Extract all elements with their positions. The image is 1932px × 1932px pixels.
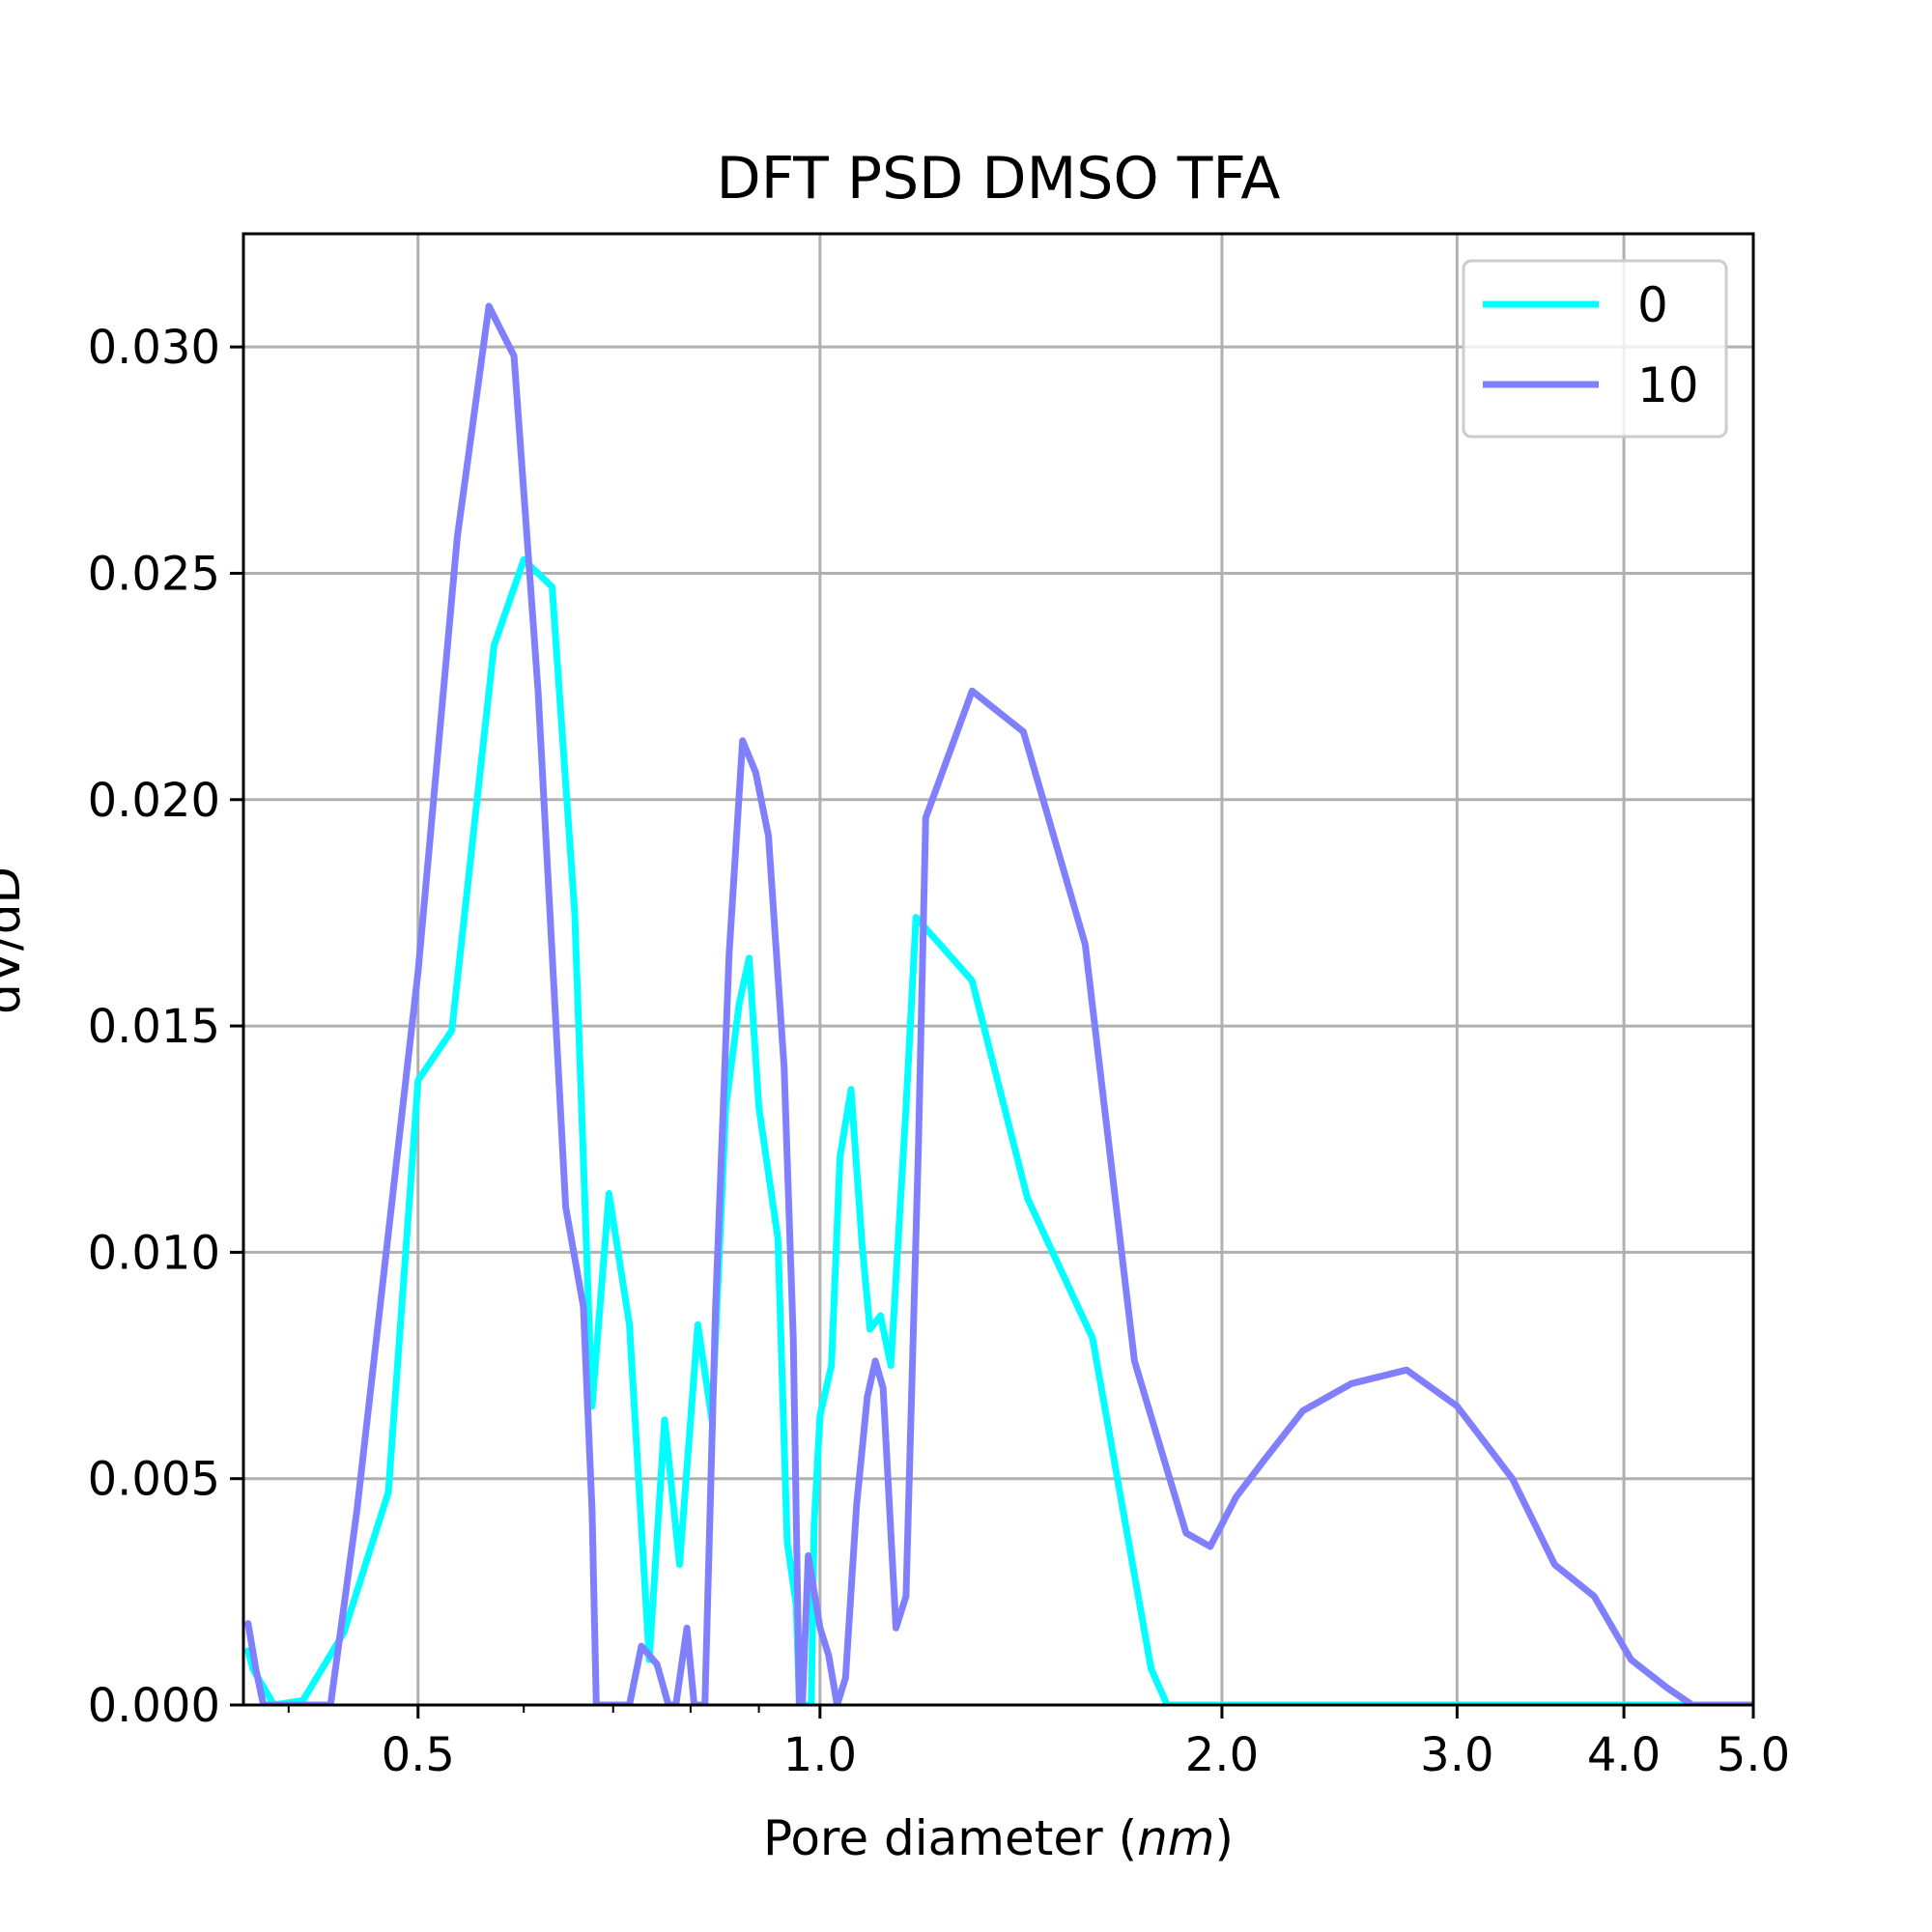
legend-label: 10	[1637, 357, 1699, 413]
x-axis-title-prefix: Pore diameter (	[763, 1810, 1137, 1866]
y-tick-label: 0.015	[88, 1000, 220, 1054]
x-axis-title-unit: nm	[1137, 1810, 1214, 1866]
y-tick-label: 0.000	[88, 1679, 220, 1733]
x-tick-label: 5.0	[1717, 1728, 1790, 1782]
x-tick-label: 0.5	[382, 1728, 455, 1782]
x-tick-label: 1.0	[783, 1728, 857, 1782]
x-tick-label: 4.0	[1587, 1728, 1661, 1782]
x-axis-title: Pore diameter (nm)	[763, 1810, 1234, 1866]
y-tick-label: 0.010	[88, 1226, 220, 1280]
y-tick-label: 0.020	[88, 774, 220, 828]
legend-label: 0	[1637, 277, 1668, 333]
y-tick-label: 0.005	[88, 1453, 220, 1507]
x-tick-label: 3.0	[1420, 1728, 1493, 1782]
series-line-0	[244, 555, 1753, 1705]
chart-title: DFT PSD DMSO TFA	[717, 145, 1281, 213]
axis-ticks: 0.5 1.0 2.0 3.0 4.0 5.0 0.000 0.005 0.010 0.015 0.…	[88, 321, 1791, 1782]
x-axis-title-suffix: )	[1215, 1810, 1235, 1866]
plot-frame	[242, 232, 1755, 1707]
y-axis-title: dV/dD	[0, 867, 31, 1014]
y-tick-label: 0.025	[88, 547, 220, 601]
series-lines	[244, 302, 1753, 1705]
y-tick-label: 0.030	[88, 321, 220, 375]
x-tick-label: 2.0	[1185, 1728, 1259, 1782]
legend: 010	[1462, 259, 1728, 439]
series-line-10	[244, 302, 1753, 1705]
